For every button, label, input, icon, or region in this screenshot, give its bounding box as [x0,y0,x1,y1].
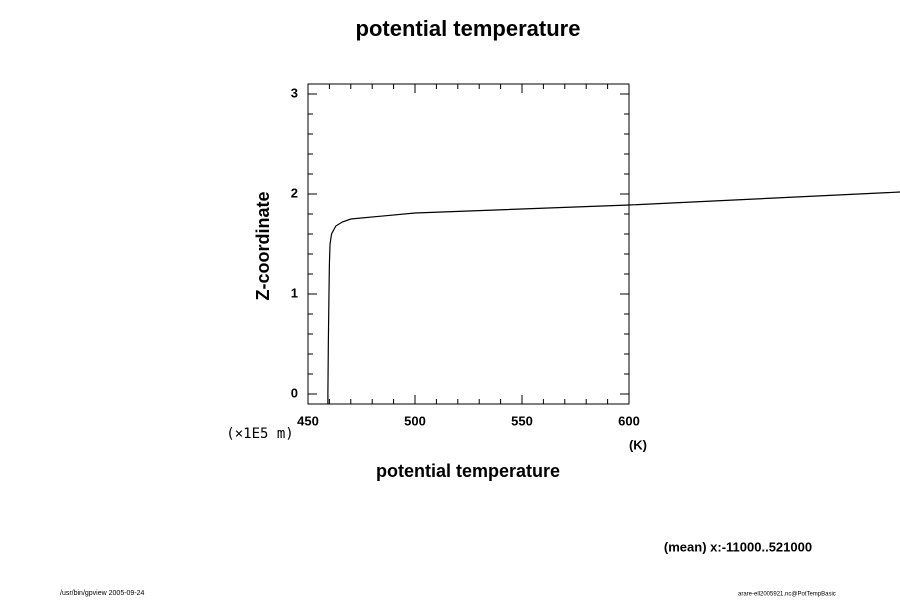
x-tick-label: 450 [297,413,319,428]
x-tick-label: 600 [618,413,640,428]
x-tick-label: 550 [511,413,533,428]
footer-right: arare-ell2005921.nc@PotTempBasic [738,592,836,598]
y-tick-label: 2 [291,185,298,200]
footer-left: /usr/bin/gpview 2005-09-24 [60,590,145,597]
annotation: (mean) x:-11000..521000 [664,539,812,554]
y-axis-label: Z-coordinate [253,191,273,300]
x-axis-label: potential temperature [376,461,560,481]
x-axis-unit: (K) [629,437,647,452]
data-line [327,191,900,404]
plot-frame [307,83,630,405]
y-tick-label: 1 [291,285,298,300]
y-tick-label: 0 [291,385,298,400]
chart-title: potential temperature [356,16,581,41]
x-tick-label: 500 [404,413,426,428]
y-axis-unit: (×1E5 m) [226,426,293,442]
y-tick-label: 3 [291,85,298,100]
